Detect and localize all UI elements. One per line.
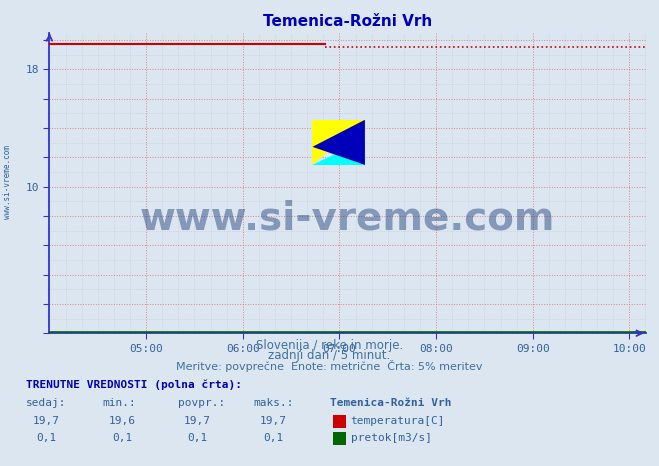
Text: TRENUTNE VREDNOSTI (polna črta):: TRENUTNE VREDNOSTI (polna črta):: [26, 380, 243, 391]
Text: 19,6: 19,6: [109, 416, 135, 426]
Text: zadnji dan / 5 minut.: zadnji dan / 5 minut.: [268, 350, 391, 363]
Text: 0,1: 0,1: [36, 433, 56, 443]
Text: 0,1: 0,1: [112, 433, 132, 443]
Text: www.si-vreme.com: www.si-vreme.com: [140, 200, 556, 238]
Text: Meritve: povprečne  Enote: metrične  Črta: 5% meritev: Meritve: povprečne Enote: metrične Črta:…: [176, 360, 483, 372]
Text: 0,1: 0,1: [264, 433, 283, 443]
Polygon shape: [312, 120, 365, 165]
Text: 19,7: 19,7: [260, 416, 287, 426]
Text: sedaj:: sedaj:: [26, 398, 67, 408]
Text: povpr.:: povpr.:: [178, 398, 225, 408]
Text: 19,7: 19,7: [33, 416, 59, 426]
Text: temperatura[C]: temperatura[C]: [351, 416, 445, 426]
Text: Slovenija / reke in morje.: Slovenija / reke in morje.: [256, 339, 403, 352]
Text: maks.:: maks.:: [254, 398, 294, 408]
Text: pretok[m3/s]: pretok[m3/s]: [351, 433, 432, 443]
Text: 19,7: 19,7: [185, 416, 211, 426]
Text: min.:: min.:: [102, 398, 136, 408]
Title: Temenica-Rožni Vrh: Temenica-Rožni Vrh: [263, 14, 432, 29]
Polygon shape: [312, 140, 365, 165]
Polygon shape: [312, 120, 365, 165]
Text: Temenica-Rožni Vrh: Temenica-Rožni Vrh: [330, 398, 451, 408]
Text: www.si-vreme.com: www.si-vreme.com: [3, 145, 13, 219]
Text: 0,1: 0,1: [188, 433, 208, 443]
